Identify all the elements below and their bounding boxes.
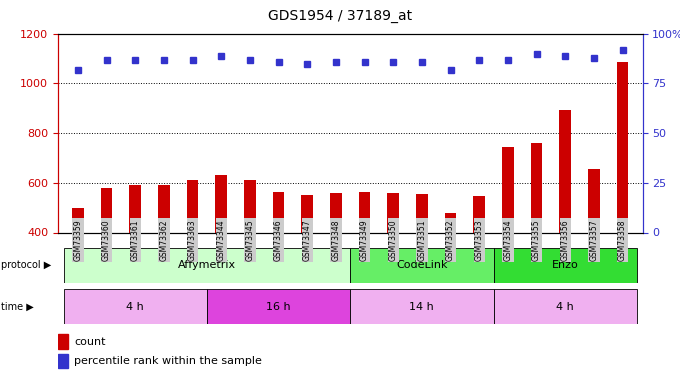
Text: GDS1954 / 37189_at: GDS1954 / 37189_at xyxy=(268,9,412,23)
Text: GSM73357: GSM73357 xyxy=(590,219,598,261)
Bar xyxy=(617,62,628,232)
Bar xyxy=(216,176,227,232)
Text: 14 h: 14 h xyxy=(409,302,435,312)
Bar xyxy=(187,180,199,232)
Text: GSM73347: GSM73347 xyxy=(303,219,311,261)
Text: GSM73358: GSM73358 xyxy=(618,219,627,261)
Text: GSM73353: GSM73353 xyxy=(475,219,483,261)
Bar xyxy=(494,248,637,283)
Bar xyxy=(350,289,494,324)
Bar xyxy=(531,143,542,232)
Text: 4 h: 4 h xyxy=(126,302,144,312)
Bar xyxy=(560,110,571,232)
Bar xyxy=(63,248,350,283)
Text: GSM73351: GSM73351 xyxy=(418,219,426,261)
Bar xyxy=(494,289,637,324)
Bar xyxy=(58,334,68,349)
Text: GSM73354: GSM73354 xyxy=(503,219,512,261)
Bar xyxy=(244,180,256,232)
Bar xyxy=(588,169,600,232)
Bar xyxy=(359,192,371,232)
Bar xyxy=(63,289,207,324)
Text: GSM73356: GSM73356 xyxy=(561,219,570,261)
Text: protocol ▶: protocol ▶ xyxy=(1,260,52,270)
Bar xyxy=(301,195,313,232)
Text: GSM73350: GSM73350 xyxy=(389,219,398,261)
Text: GSM73344: GSM73344 xyxy=(217,219,226,261)
Text: percentile rank within the sample: percentile rank within the sample xyxy=(74,356,262,366)
Text: Affymetrix: Affymetrix xyxy=(177,260,236,270)
Text: GSM73349: GSM73349 xyxy=(360,219,369,261)
Text: 4 h: 4 h xyxy=(556,302,574,312)
Text: GSM73359: GSM73359 xyxy=(73,219,82,261)
Text: Enzo: Enzo xyxy=(552,260,579,270)
Text: 16 h: 16 h xyxy=(267,302,291,312)
Text: GSM73361: GSM73361 xyxy=(131,219,139,261)
Bar xyxy=(473,196,485,232)
Bar xyxy=(445,213,456,232)
Text: time ▶: time ▶ xyxy=(1,302,34,312)
Bar xyxy=(72,208,84,232)
Text: GSM73363: GSM73363 xyxy=(188,219,197,261)
Bar xyxy=(129,185,141,232)
Bar xyxy=(158,185,169,232)
Bar xyxy=(101,188,112,232)
Bar xyxy=(502,147,513,232)
Text: GSM73355: GSM73355 xyxy=(532,219,541,261)
Bar xyxy=(58,354,68,368)
Bar xyxy=(416,194,428,232)
Text: GSM73345: GSM73345 xyxy=(245,219,254,261)
Bar xyxy=(273,192,284,232)
Text: GSM73352: GSM73352 xyxy=(446,219,455,261)
Bar xyxy=(207,289,350,324)
Text: CodeLink: CodeLink xyxy=(396,260,447,270)
Text: GSM73348: GSM73348 xyxy=(331,219,341,261)
Bar xyxy=(330,193,341,232)
Text: GSM73360: GSM73360 xyxy=(102,219,111,261)
Bar xyxy=(388,193,399,232)
Text: GSM73362: GSM73362 xyxy=(159,219,169,261)
Bar xyxy=(350,248,494,283)
Text: GSM73346: GSM73346 xyxy=(274,219,283,261)
Text: count: count xyxy=(74,336,105,346)
